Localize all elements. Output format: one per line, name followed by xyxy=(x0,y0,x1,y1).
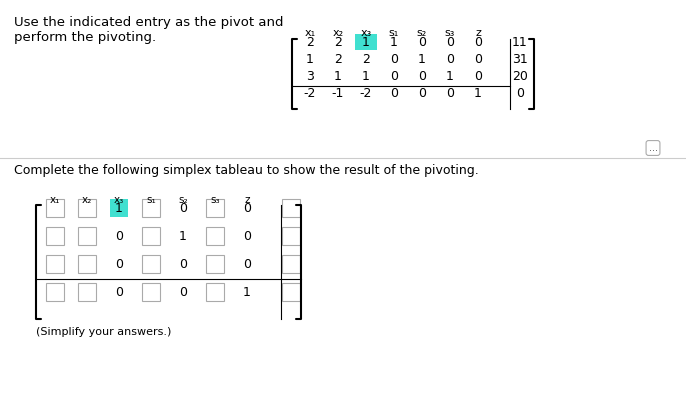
Text: 0: 0 xyxy=(418,86,426,100)
Text: 20: 20 xyxy=(512,70,528,83)
Text: 0: 0 xyxy=(516,86,524,100)
Text: -1: -1 xyxy=(332,86,344,100)
Text: Use the indicated entry as the pivot and
perform the pivoting.: Use the indicated entry as the pivot and… xyxy=(14,16,283,44)
FancyBboxPatch shape xyxy=(282,227,300,245)
Text: 0: 0 xyxy=(418,35,426,48)
Text: 2: 2 xyxy=(362,53,370,65)
Text: s₃: s₃ xyxy=(210,195,220,205)
FancyBboxPatch shape xyxy=(46,199,64,217)
Text: 1: 1 xyxy=(334,70,342,83)
Text: 0: 0 xyxy=(474,53,482,65)
Text: ...: ... xyxy=(648,143,657,153)
Text: 0: 0 xyxy=(243,229,251,243)
Text: 0: 0 xyxy=(418,70,426,83)
Text: s₂: s₂ xyxy=(178,195,188,205)
FancyBboxPatch shape xyxy=(46,283,64,301)
Text: z: z xyxy=(244,195,250,205)
Text: x₂: x₂ xyxy=(333,28,344,38)
Text: s₃: s₃ xyxy=(445,28,456,38)
Text: 0: 0 xyxy=(179,258,187,271)
Text: 0: 0 xyxy=(446,86,454,100)
FancyBboxPatch shape xyxy=(78,227,96,245)
FancyBboxPatch shape xyxy=(142,283,160,301)
Text: 1: 1 xyxy=(418,53,426,65)
Text: 0: 0 xyxy=(243,201,251,214)
Text: s₁: s₁ xyxy=(389,28,399,38)
FancyBboxPatch shape xyxy=(355,34,377,50)
FancyBboxPatch shape xyxy=(46,255,64,273)
FancyBboxPatch shape xyxy=(46,227,64,245)
Text: z: z xyxy=(475,28,481,38)
FancyBboxPatch shape xyxy=(206,255,224,273)
Text: (Simplify your answers.): (Simplify your answers.) xyxy=(36,327,172,337)
FancyBboxPatch shape xyxy=(206,199,224,217)
Text: 1: 1 xyxy=(306,53,314,65)
FancyBboxPatch shape xyxy=(142,199,160,217)
Text: x₃: x₃ xyxy=(114,195,124,205)
FancyBboxPatch shape xyxy=(78,255,96,273)
FancyBboxPatch shape xyxy=(78,199,96,217)
Text: 0: 0 xyxy=(115,286,123,299)
Text: 2: 2 xyxy=(334,53,342,65)
FancyBboxPatch shape xyxy=(78,283,96,301)
Text: x₁: x₁ xyxy=(305,28,316,38)
Text: 1: 1 xyxy=(390,35,398,48)
Text: x₂: x₂ xyxy=(82,195,92,205)
Text: 0: 0 xyxy=(390,86,398,100)
Text: 1: 1 xyxy=(115,201,123,214)
Text: 1: 1 xyxy=(362,70,370,83)
FancyBboxPatch shape xyxy=(206,283,224,301)
Text: x₃: x₃ xyxy=(360,28,372,38)
Text: 1: 1 xyxy=(243,286,251,299)
Text: 2: 2 xyxy=(306,35,314,48)
Text: -2: -2 xyxy=(360,86,372,100)
Text: 0: 0 xyxy=(115,229,123,243)
Text: Complete the following simplex tableau to show the result of the pivoting.: Complete the following simplex tableau t… xyxy=(14,164,479,177)
Text: 3: 3 xyxy=(306,70,314,83)
Text: 0: 0 xyxy=(179,286,187,299)
Text: -2: -2 xyxy=(304,86,316,100)
FancyBboxPatch shape xyxy=(110,199,128,217)
Text: 31: 31 xyxy=(512,53,528,65)
Text: 0: 0 xyxy=(446,35,454,48)
Text: 0: 0 xyxy=(446,53,454,65)
Text: s₂: s₂ xyxy=(417,28,427,38)
Text: 1: 1 xyxy=(362,35,370,48)
FancyBboxPatch shape xyxy=(142,255,160,273)
Text: s₁: s₁ xyxy=(146,195,156,205)
FancyBboxPatch shape xyxy=(282,283,300,301)
FancyBboxPatch shape xyxy=(282,255,300,273)
Text: 0: 0 xyxy=(115,258,123,271)
FancyBboxPatch shape xyxy=(142,227,160,245)
Text: 0: 0 xyxy=(179,201,187,214)
FancyBboxPatch shape xyxy=(282,199,300,217)
Text: 0: 0 xyxy=(474,35,482,48)
Text: 0: 0 xyxy=(390,70,398,83)
Text: 0: 0 xyxy=(390,53,398,65)
Text: x₁: x₁ xyxy=(50,195,60,205)
Text: 11: 11 xyxy=(512,35,528,48)
FancyBboxPatch shape xyxy=(206,227,224,245)
Text: 0: 0 xyxy=(243,258,251,271)
Text: 1: 1 xyxy=(179,229,187,243)
Text: 1: 1 xyxy=(474,86,482,100)
Text: 0: 0 xyxy=(474,70,482,83)
Text: 1: 1 xyxy=(446,70,454,83)
Text: 2: 2 xyxy=(334,35,342,48)
